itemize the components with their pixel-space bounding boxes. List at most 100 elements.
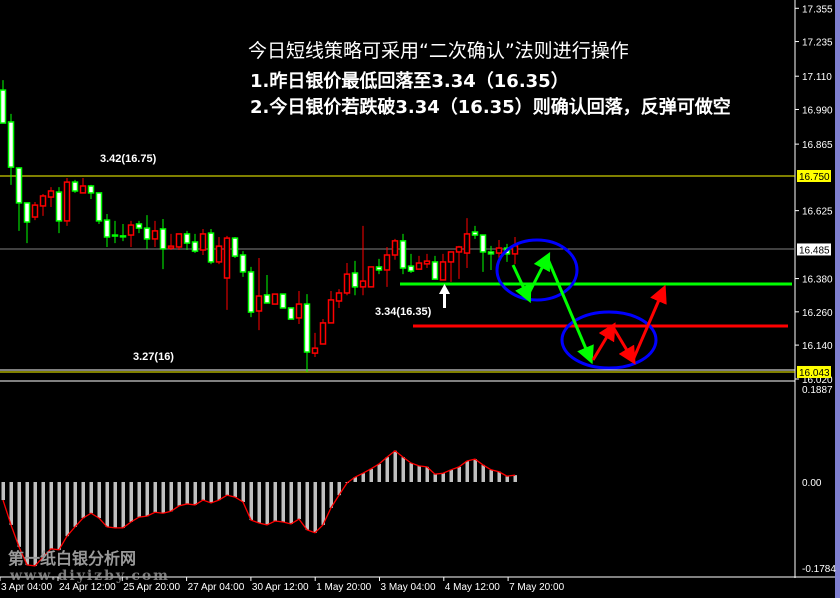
candle-body xyxy=(375,266,383,271)
candle xyxy=(159,218,167,270)
candle xyxy=(223,235,231,310)
candle-body xyxy=(239,254,247,273)
price-tick-label: 16.020 xyxy=(802,375,833,386)
macd-bar xyxy=(153,482,157,513)
level-label-3-27: 3.27(16) xyxy=(133,351,174,363)
candle xyxy=(191,233,199,254)
price-marker xyxy=(797,170,831,182)
candle xyxy=(7,113,15,185)
macd-bar xyxy=(513,475,517,482)
macd-bar xyxy=(105,482,109,527)
candle xyxy=(0,80,7,124)
candle-body xyxy=(159,228,167,250)
candle-body xyxy=(359,280,367,288)
candle xyxy=(447,251,455,282)
candle xyxy=(143,215,151,249)
candle xyxy=(287,307,295,320)
macd-signal-line xyxy=(2,449,516,567)
macd-bar xyxy=(457,466,461,482)
candle xyxy=(455,245,463,279)
macd-bar xyxy=(289,482,293,524)
macd-bar xyxy=(49,482,53,549)
candle xyxy=(383,246,391,287)
candle-body xyxy=(287,307,295,320)
candle xyxy=(367,266,375,288)
candle-body xyxy=(175,233,183,248)
candle-body xyxy=(231,237,239,257)
candle-body xyxy=(79,185,87,194)
candle xyxy=(439,253,447,281)
time-tick-label: 27 Apr 04:00 xyxy=(188,582,245,593)
candle-body xyxy=(247,271,255,313)
macd-bar xyxy=(169,482,173,512)
blue-ellipse-1 xyxy=(495,238,579,302)
candle-body xyxy=(215,245,223,263)
candle xyxy=(175,233,183,251)
window-edge xyxy=(835,0,840,598)
macd-bar xyxy=(305,482,309,530)
price-marker-label: 16.750 xyxy=(799,172,830,183)
candle xyxy=(479,234,487,272)
macd-bar xyxy=(265,482,269,525)
macd-bar xyxy=(161,482,165,514)
macd-bar xyxy=(113,482,117,528)
candle xyxy=(79,177,87,194)
macd-bar xyxy=(185,482,189,504)
candle-body xyxy=(191,241,199,252)
candle-body xyxy=(391,240,399,256)
candle xyxy=(103,213,111,247)
macd-bar xyxy=(137,482,141,518)
candle-body xyxy=(111,234,119,237)
macd-bar xyxy=(41,482,45,558)
candle xyxy=(271,293,279,305)
candle xyxy=(47,187,55,208)
candle-body xyxy=(151,230,159,240)
candle-body xyxy=(167,245,175,249)
macd-bar xyxy=(81,482,85,519)
macd-bar xyxy=(401,457,405,482)
macd-histogram xyxy=(1,449,517,567)
candle-body xyxy=(23,202,31,223)
candle xyxy=(207,228,215,265)
macd-bar xyxy=(321,482,325,525)
macd-bar xyxy=(17,482,21,547)
macd-bar xyxy=(9,482,13,525)
candle xyxy=(151,220,159,247)
candles xyxy=(0,80,519,372)
macd-bar xyxy=(281,482,285,522)
macd-bar xyxy=(393,450,397,482)
candle xyxy=(167,233,175,251)
indicator-tick-label: -0.1784 xyxy=(802,564,836,575)
candle xyxy=(375,258,383,275)
macd-bar xyxy=(489,469,493,482)
candle-body xyxy=(455,246,463,253)
macd-bar xyxy=(73,482,77,527)
macd-bar xyxy=(441,473,445,482)
macd-bar xyxy=(417,465,421,482)
candle-body xyxy=(207,232,215,263)
price-axis: 17.355 17.235 17.110 16.990 16.865 16.625 16.3… xyxy=(795,4,836,575)
candle-body xyxy=(415,262,423,270)
macd-bar xyxy=(353,477,357,482)
candle xyxy=(487,245,495,270)
candle-body xyxy=(407,265,415,272)
candle-body xyxy=(327,299,335,324)
candle-body xyxy=(303,303,311,353)
macd-bar xyxy=(481,464,485,482)
candle xyxy=(343,263,351,296)
macd-bar xyxy=(409,462,413,482)
macd-bar xyxy=(225,482,229,496)
price-tick-label: 17.235 xyxy=(802,38,833,49)
macd-bar xyxy=(425,466,429,482)
candle xyxy=(463,218,471,269)
candle-body xyxy=(295,303,303,319)
green-zigzag-arrow xyxy=(511,251,594,365)
macd-bar xyxy=(233,482,237,498)
time-tick-label: 3 Apr 04:00 xyxy=(1,582,53,593)
candle xyxy=(31,202,39,221)
candle-body xyxy=(223,237,231,279)
macd-bar xyxy=(129,482,133,522)
candle xyxy=(15,167,23,231)
candle xyxy=(279,293,287,309)
candle xyxy=(239,251,247,277)
